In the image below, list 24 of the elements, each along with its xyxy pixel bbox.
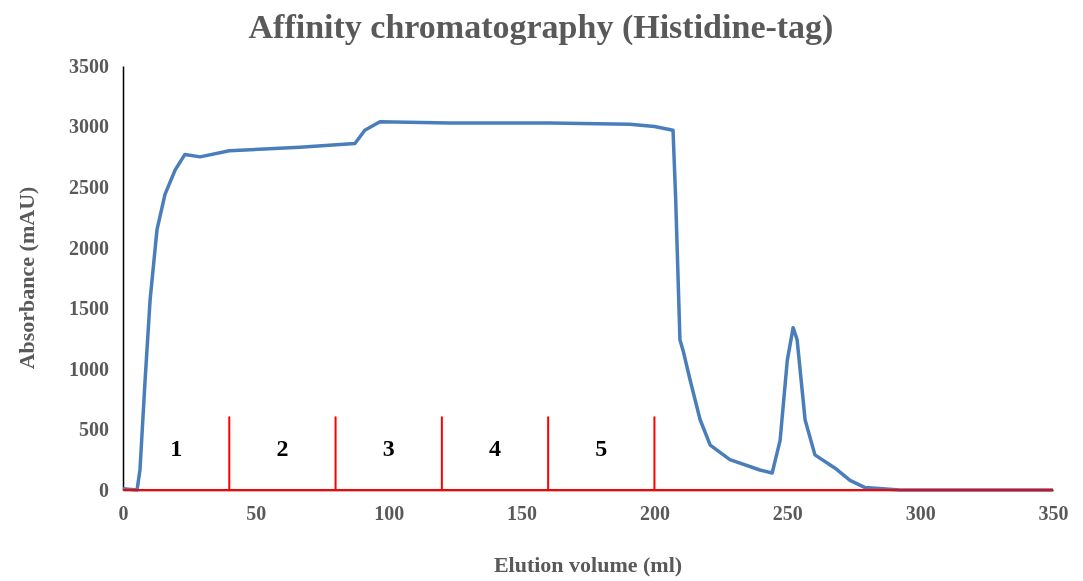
x-axis-title: Elution volume (ml) [493, 552, 683, 577]
y-tick-label: 1000 [69, 357, 109, 380]
annotation: 2 [276, 434, 289, 461]
annotation: 3 [382, 434, 395, 461]
x-tick-label: 50 [246, 502, 267, 525]
y-tick-label: 2500 [69, 176, 109, 199]
y-tick-label: 500 [79, 418, 109, 441]
chart-title: Affinity chromatography (Histidine-tag) [248, 8, 834, 46]
x-tick-label: 150 [507, 502, 538, 525]
x-tick-label: 250 [772, 502, 803, 525]
y-tick-label: 0 [99, 478, 109, 501]
x-tick-label: 0 [118, 502, 129, 525]
annotation: 1 [170, 434, 183, 461]
y-tick-label: 1500 [69, 297, 109, 320]
x-tick-label: 350 [1038, 502, 1069, 525]
annotation: 5 [595, 434, 608, 461]
y-tick-label: 3500 [69, 54, 109, 77]
y-tick-label: 3000 [69, 115, 109, 138]
x-tick-label: 200 [639, 502, 670, 525]
x-tick-label: 100 [374, 502, 405, 525]
y-tick-label: 2000 [69, 236, 109, 259]
x-tick-label: 300 [905, 502, 936, 525]
annotation: 4 [489, 434, 501, 461]
y-axis-title: Absorbance (mAU) [14, 186, 39, 370]
